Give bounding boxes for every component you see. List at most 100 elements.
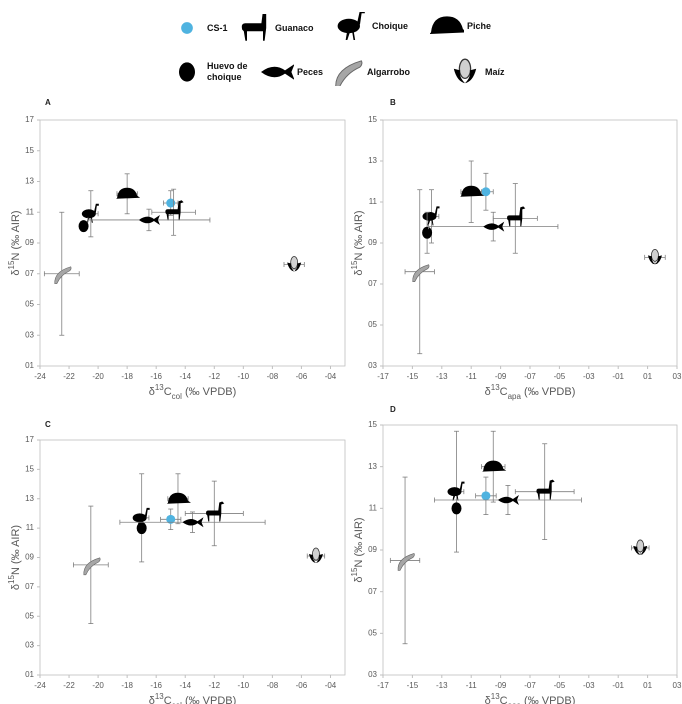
x-tick-label: -15 [407,681,419,690]
x-tick-label: -05 [554,372,566,381]
point-marker [483,222,504,232]
y-tick-label: 05 [25,611,34,620]
x-tick-label: -16 [150,372,162,381]
y-tick-label: 07 [368,587,377,596]
x-label-part: (‰ VPDB) [182,386,236,398]
y-axis-label: δ15N (‰ AIR) [7,210,22,275]
legend-icon [170,58,204,86]
plot-frame [40,440,345,675]
point-marker [137,522,147,534]
legend-icon [170,14,204,42]
x-tick-label: -06 [296,372,308,381]
y-label-part: N (‰ AIR) [353,210,365,260]
icon-part [459,59,470,78]
icon-part [483,222,504,232]
point-marker [423,206,440,225]
point-marker [448,482,465,501]
x-label-part: C [500,695,508,704]
icon-part [357,12,365,24]
icon-part [79,220,89,232]
y-tick-label: 13 [25,177,34,186]
legend-icon [260,58,294,86]
icon-part [651,249,658,261]
icon-part [482,461,506,472]
legend-label: Huevo de choique [207,61,255,83]
x-tick-label: -01 [612,372,624,381]
y-tick-label: 15 [368,115,377,124]
x-tick-label: -16 [150,681,162,690]
point-marker [452,502,462,514]
panel-label: B [390,98,396,107]
legend-icon [430,12,464,40]
point-marker [167,493,191,504]
x-tick-label: -13 [436,372,448,381]
point-marker [116,188,140,199]
legend-entry: Choique [335,12,408,40]
icon-part [536,480,554,500]
y-tick-label: 17 [25,435,34,444]
icon-part [398,553,414,570]
icon-part [507,206,525,226]
y-tick-label: 13 [368,156,377,165]
x-tick-label: -03 [583,681,595,690]
x-label-part: (‰ VPDB) [521,386,575,398]
x-tick-label: -07 [524,372,536,381]
y-tick-label: 05 [368,320,377,329]
legend-entry: Algarrobo [330,58,410,86]
x-tick-label: 01 [643,681,652,690]
legend-entry: Maíz [448,58,505,86]
point-marker [482,461,506,472]
icon-part [242,14,271,41]
plot-frame [40,120,345,366]
x-label-part: col [172,392,182,401]
y-tick-label: 11 [26,207,35,216]
point-marker [398,553,414,570]
y-label-part: N (‰ AIR) [10,525,22,575]
x-tick-label: -14 [179,372,191,381]
y-tick-label: 01 [25,361,34,370]
legend-entry: Guanaco [238,14,314,42]
x-label-part: aoa [508,701,522,704]
legend-symbol [261,64,294,80]
point-marker [139,215,160,225]
x-tick-label: -09 [495,681,507,690]
y-axis-label: δ15N (‰ AIR) [350,517,365,582]
x-label-part: col [172,701,182,704]
legend-symbol [179,62,195,81]
panel-label: D [390,405,396,414]
x-tick-label: -03 [583,372,595,381]
icon-part [139,215,160,225]
x-tick-label: -14 [179,681,191,690]
point-marker [498,495,519,505]
y-tick-label: 05 [25,300,34,309]
x-tick-label: 03 [673,372,682,381]
icon-part [116,188,140,199]
x-tick-label: -20 [92,372,104,381]
legend-label: CS-1 [207,23,228,34]
y-label-part: N (‰ AIR) [10,210,22,260]
x-tick-label: -04 [325,681,337,690]
legend-icon [448,58,482,86]
y-tick-label: 03 [25,641,34,650]
icon-part [137,522,147,534]
y-tick-label: 07 [25,582,34,591]
legend-symbol [454,59,476,83]
y-tick-label: 07 [25,269,34,278]
x-axis-label: δ13Ccol (‰ VPDB) [149,692,237,704]
point-marker [79,220,89,232]
legend-label: Choique [372,21,408,32]
icon-part [460,186,484,197]
icon-part [261,64,294,80]
icon-part [498,495,519,505]
y-tick-label: 11 [369,197,378,206]
point-marker [507,206,525,226]
legend-symbol [181,22,193,34]
icon-part [452,502,462,514]
legend-entry: CS-1 [170,14,228,42]
legend-symbol [430,16,464,34]
x-tick-label: -24 [34,681,46,690]
icon-part [481,491,490,500]
point-marker [183,517,204,527]
y-tick-label: 15 [25,146,34,155]
legend-label: Peces [297,67,323,78]
